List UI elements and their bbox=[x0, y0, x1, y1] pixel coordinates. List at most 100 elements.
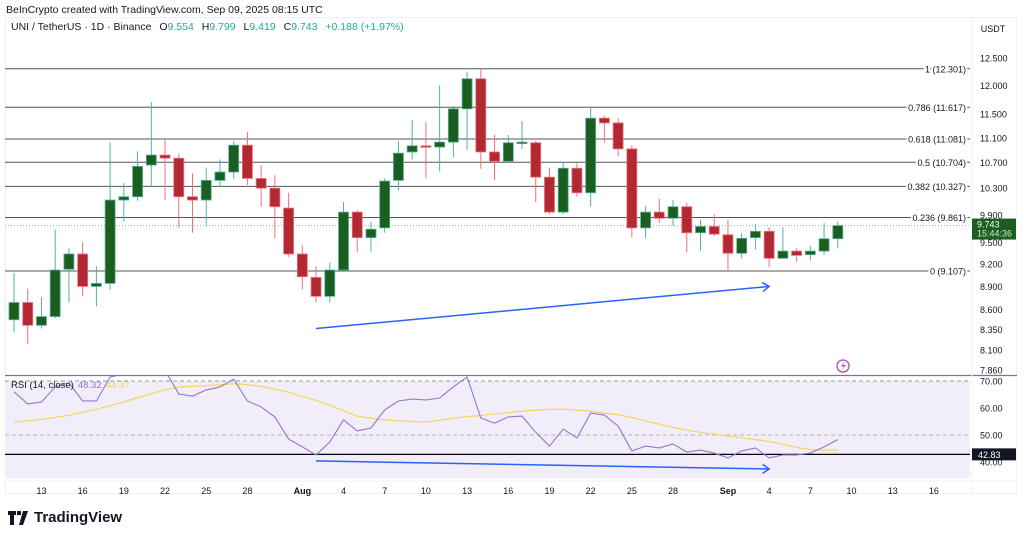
candle-body bbox=[434, 141, 446, 148]
candle[interactable] bbox=[228, 140, 240, 179]
candle[interactable] bbox=[667, 200, 679, 226]
candle[interactable] bbox=[695, 219, 706, 251]
candle-body bbox=[393, 152, 404, 181]
rsi-legend[interactable]: RSI (14, close) 48.32 44.37 bbox=[11, 380, 129, 391]
candle[interactable] bbox=[777, 227, 789, 259]
price-divergence-arrow-line bbox=[315, 285, 770, 330]
lightning-bolt bbox=[841, 361, 846, 371]
candle[interactable] bbox=[722, 219, 734, 271]
candle[interactable] bbox=[502, 134, 514, 163]
candle[interactable] bbox=[447, 105, 459, 157]
candle[interactable] bbox=[145, 101, 157, 187]
candle[interactable] bbox=[77, 241, 89, 297]
candle[interactable] bbox=[8, 272, 20, 333]
candle[interactable] bbox=[804, 246, 816, 261]
candle[interactable] bbox=[365, 221, 377, 252]
candle-body bbox=[502, 142, 514, 162]
candle-body bbox=[8, 302, 20, 321]
candle[interactable] bbox=[530, 140, 542, 203]
candle-body bbox=[187, 196, 198, 201]
candle-body bbox=[63, 253, 75, 270]
symbol-title[interactable]: UNI / TetherUS · 1D · Binance bbox=[11, 21, 152, 33]
candle[interactable] bbox=[516, 121, 528, 149]
candle-body bbox=[77, 253, 89, 287]
candle[interactable] bbox=[736, 233, 748, 259]
candle-body bbox=[695, 226, 706, 234]
candle[interactable] bbox=[598, 115, 610, 143]
candle[interactable] bbox=[461, 71, 473, 151]
candle[interactable] bbox=[818, 223, 830, 255]
candle[interactable] bbox=[420, 121, 432, 179]
candle[interactable] bbox=[90, 266, 102, 307]
candle[interactable] bbox=[132, 151, 143, 201]
candle[interactable] bbox=[681, 202, 693, 253]
candle[interactable] bbox=[200, 167, 212, 227]
candle[interactable] bbox=[791, 248, 803, 262]
candle[interactable] bbox=[434, 85, 446, 172]
candle[interactable] bbox=[626, 145, 638, 238]
candle[interactable] bbox=[283, 192, 295, 257]
candle[interactable] bbox=[489, 134, 500, 181]
lightning-icon[interactable] bbox=[836, 359, 850, 373]
candle[interactable] bbox=[118, 182, 130, 222]
candle[interactable] bbox=[379, 178, 391, 233]
candle[interactable] bbox=[475, 68, 487, 169]
candle-body bbox=[791, 250, 803, 256]
price-divergence-arrow[interactable] bbox=[315, 281, 771, 330]
candle[interactable] bbox=[187, 173, 198, 233]
candle[interactable] bbox=[571, 163, 583, 197]
candle[interactable] bbox=[159, 139, 171, 201]
candle[interactable] bbox=[750, 223, 761, 250]
rsi-line-badge-bg bbox=[972, 448, 1016, 461]
price-tick-label: 8.900 bbox=[980, 282, 1003, 292]
candle[interactable] bbox=[763, 227, 775, 268]
candle[interactable] bbox=[585, 107, 597, 207]
candle[interactable] bbox=[310, 266, 322, 303]
candle-body bbox=[214, 171, 226, 181]
candle[interactable] bbox=[296, 245, 308, 290]
candle[interactable] bbox=[269, 175, 281, 239]
candle[interactable] bbox=[173, 153, 185, 228]
price-tick-label: 11.100 bbox=[980, 133, 1007, 143]
candle[interactable] bbox=[49, 229, 61, 319]
candle[interactable] bbox=[324, 262, 336, 303]
rsi-tick-label: 70.00 bbox=[980, 377, 1003, 387]
rsi-divergence-arrow[interactable] bbox=[316, 460, 771, 475]
candle[interactable] bbox=[653, 198, 665, 224]
candle-body bbox=[118, 196, 130, 201]
candle[interactable] bbox=[255, 165, 267, 207]
candle-body bbox=[228, 144, 240, 173]
bar-countdown: 15:44:36 bbox=[977, 229, 1012, 239]
candle[interactable] bbox=[640, 206, 651, 239]
candle[interactable] bbox=[214, 159, 226, 187]
candle[interactable] bbox=[338, 202, 349, 271]
time-tick-label: 4 bbox=[341, 486, 346, 496]
time-tick-label: 28 bbox=[242, 486, 252, 496]
candle[interactable] bbox=[36, 297, 47, 329]
time-tick-label: 10 bbox=[847, 486, 857, 496]
candle[interactable] bbox=[406, 119, 418, 160]
candle[interactable] bbox=[63, 248, 75, 303]
candle-body bbox=[310, 277, 322, 297]
candle[interactable] bbox=[557, 163, 569, 215]
candle[interactable] bbox=[242, 131, 253, 185]
candle[interactable] bbox=[104, 142, 116, 290]
candle-body bbox=[447, 108, 459, 143]
candle[interactable] bbox=[708, 214, 720, 237]
candle[interactable] bbox=[393, 140, 404, 191]
candle-body bbox=[338, 211, 349, 271]
candle[interactable] bbox=[22, 288, 34, 344]
time-tick-label: 13 bbox=[888, 486, 898, 496]
candle-body bbox=[132, 165, 143, 198]
tradingview-logo[interactable]: TradingView bbox=[8, 509, 122, 526]
candle[interactable] bbox=[351, 210, 363, 253]
candle-body bbox=[104, 199, 116, 284]
candle-body bbox=[653, 211, 665, 219]
candle[interactable] bbox=[832, 221, 844, 249]
candle[interactable] bbox=[544, 167, 555, 215]
candle[interactable] bbox=[612, 118, 624, 157]
candle-body bbox=[612, 122, 624, 150]
open-value: 9.554 bbox=[167, 21, 194, 33]
candle-body bbox=[489, 151, 500, 162]
